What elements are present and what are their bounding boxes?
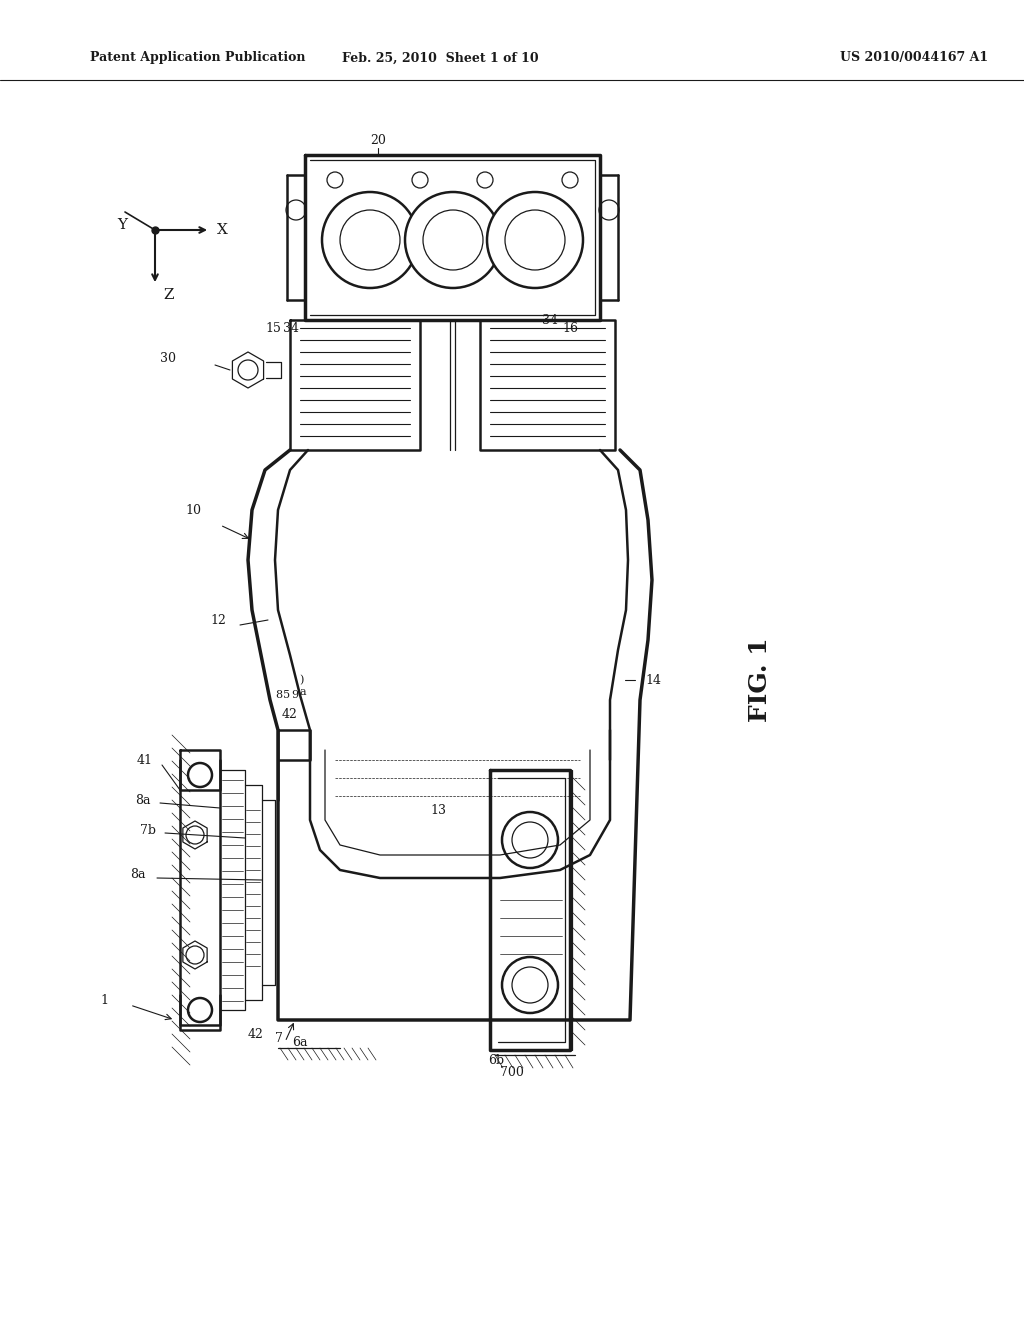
Text: Z: Z [163, 288, 173, 302]
Text: 700: 700 [500, 1065, 524, 1078]
Text: 7b: 7b [140, 824, 156, 837]
Text: 12: 12 [210, 614, 226, 627]
Text: ): ) [299, 675, 303, 685]
Text: Feb. 25, 2010  Sheet 1 of 10: Feb. 25, 2010 Sheet 1 of 10 [342, 51, 539, 65]
Text: 8a: 8a [135, 793, 151, 807]
Text: Patent Application Publication: Patent Application Publication [90, 51, 305, 65]
Text: X: X [217, 223, 228, 238]
Text: 13: 13 [430, 804, 446, 817]
Circle shape [502, 812, 558, 869]
Circle shape [487, 191, 583, 288]
Circle shape [322, 191, 418, 288]
Text: 1: 1 [100, 994, 108, 1006]
Text: 34: 34 [542, 314, 558, 326]
Text: FIG. 1: FIG. 1 [748, 638, 772, 722]
Text: 8a: 8a [130, 869, 145, 882]
Text: 6a: 6a [292, 1035, 307, 1048]
Text: US 2010/0044167 A1: US 2010/0044167 A1 [840, 51, 988, 65]
Circle shape [186, 946, 204, 964]
Circle shape [599, 201, 618, 220]
Text: 15: 15 [265, 322, 281, 334]
Text: 9: 9 [291, 690, 298, 700]
Text: 41: 41 [137, 754, 153, 767]
Circle shape [406, 191, 501, 288]
Circle shape [188, 998, 212, 1022]
Circle shape [238, 360, 258, 380]
Circle shape [286, 201, 306, 220]
Text: 8: 8 [275, 690, 283, 700]
Circle shape [327, 172, 343, 187]
Text: 42: 42 [282, 709, 298, 722]
Circle shape [512, 822, 548, 858]
Text: 34: 34 [283, 322, 299, 334]
Circle shape [502, 957, 558, 1012]
Text: 7: 7 [275, 1031, 283, 1044]
Circle shape [412, 172, 428, 187]
Text: 14: 14 [645, 673, 662, 686]
Text: 5: 5 [283, 690, 290, 700]
Text: 20: 20 [370, 133, 386, 147]
Circle shape [423, 210, 483, 271]
Text: a: a [299, 686, 305, 697]
Circle shape [340, 210, 400, 271]
Circle shape [512, 968, 548, 1003]
Circle shape [186, 826, 204, 843]
Text: 16: 16 [562, 322, 578, 334]
Text: 6b: 6b [488, 1053, 504, 1067]
Circle shape [562, 172, 578, 187]
Circle shape [188, 763, 212, 787]
Circle shape [505, 210, 565, 271]
Text: 10: 10 [185, 503, 201, 516]
Circle shape [477, 172, 493, 187]
Text: Y: Y [117, 218, 127, 232]
Text: 30: 30 [160, 351, 176, 364]
Text: 42: 42 [248, 1028, 264, 1041]
